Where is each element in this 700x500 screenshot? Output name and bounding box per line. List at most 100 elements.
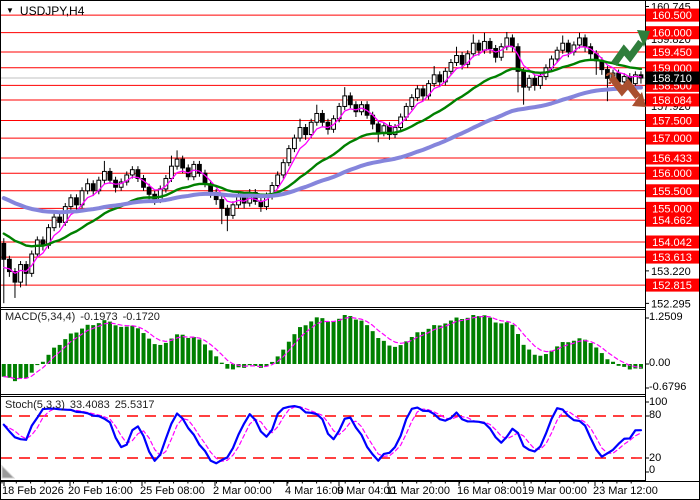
price-tick-label: 153.220 — [651, 266, 691, 278]
macd-bar — [24, 364, 29, 379]
macd-bar — [219, 362, 224, 364]
x-axis-label: 11 Mar 20:00 — [386, 485, 450, 497]
candle — [487, 40, 493, 49]
candle — [275, 174, 281, 187]
stoch-scale-80: 80 — [649, 409, 662, 421]
macd-bar — [29, 364, 34, 373]
price-badge — [646, 61, 699, 75]
candle — [353, 104, 359, 113]
candle — [409, 97, 415, 107]
macd-bar — [1, 364, 6, 377]
slow-ma-line — [1, 85, 643, 215]
macd-bar — [107, 321, 112, 364]
price-badge — [646, 8, 699, 22]
macd-bar — [63, 339, 68, 364]
macd-bar — [96, 323, 101, 364]
price-badge-label: 154.662 — [652, 215, 692, 227]
macd-bar — [348, 316, 353, 364]
candle — [414, 88, 420, 99]
price-tick-label: 152.295 — [651, 298, 691, 310]
candle — [135, 169, 141, 179]
candle — [197, 163, 202, 174]
candle — [577, 37, 582, 46]
macd-bar — [577, 338, 582, 364]
stoch-panel — [0, 396, 646, 481]
question-mark-annotation[interactable]: ? — [605, 69, 616, 88]
macd-bar — [381, 340, 386, 364]
candle — [57, 216, 63, 223]
x-axis-label: 25 Feb 08:00 — [140, 485, 205, 497]
macd-bar — [80, 328, 85, 364]
price-badge-label: 153.613 — [652, 252, 692, 264]
macd-bar — [12, 364, 17, 382]
macd-bar — [314, 317, 319, 364]
price-badge — [646, 45, 699, 59]
macd-bar — [163, 342, 168, 364]
candle — [124, 174, 130, 183]
stoch-d-line — [3, 406, 642, 462]
candle — [454, 55, 459, 64]
macd-bar — [337, 318, 342, 364]
macd-bar — [571, 340, 576, 364]
macd-bar — [605, 359, 610, 364]
macd-bar — [85, 324, 90, 364]
macd-bar — [448, 320, 453, 364]
candle — [230, 204, 236, 216]
candle — [537, 76, 543, 86]
macd-bar — [175, 334, 180, 364]
panel-corner-marker[interactable] — [1, 464, 16, 479]
macd-signal-line — [3, 315, 642, 380]
macd-value-main: -0.1973 — [80, 311, 118, 323]
candle — [560, 42, 566, 51]
scenario-arrows — [609, 30, 650, 107]
macd-bar — [74, 332, 79, 364]
macd-bar — [40, 361, 45, 364]
dropdown-arrow-icon: ▼ — [6, 6, 14, 15]
macd-bar — [622, 364, 627, 367]
macd-bar — [197, 339, 202, 364]
macd-bar — [493, 322, 498, 364]
stoch-scale-0: 0 — [649, 464, 656, 476]
macd-bar — [370, 331, 375, 364]
candle — [420, 88, 426, 97]
macd-bar — [342, 315, 347, 364]
candle — [482, 40, 487, 51]
x-axis-label: 16 Mar 08:00 — [457, 485, 522, 497]
macd-bar — [191, 337, 196, 364]
candle — [23, 264, 29, 274]
price-badge-label: 159.450 — [652, 47, 692, 59]
candle — [510, 37, 515, 48]
candle — [554, 49, 560, 60]
macd-bar — [583, 339, 588, 364]
chart-title: USDJPY,H4 — [19, 4, 85, 18]
price-badge-label: 155.000 — [652, 203, 692, 215]
candle — [101, 170, 107, 181]
price-badge-label: 156.000 — [652, 168, 692, 180]
symbol-selector[interactable]: ▼ USDJPY,H4 — [6, 4, 84, 18]
macd-bar — [566, 342, 571, 364]
bullish-arrow-icon[interactable] — [611, 30, 650, 67]
macd-bar — [35, 364, 40, 366]
macd-bar — [258, 364, 263, 368]
macd-bar — [91, 325, 96, 364]
macd-bar — [616, 364, 621, 366]
x-axis-label: 4 Mar 16:00 — [285, 485, 344, 497]
price-badge — [646, 26, 699, 40]
stoch-scale-100: 100 — [649, 396, 668, 408]
macd-bar — [476, 316, 481, 364]
x-axis-label: 20 Feb 16:00 — [68, 485, 133, 497]
macd-indicator-label: MACD(5,34,4) -0.1973 -0.1720 — [5, 311, 165, 323]
stoch-indicator-label: Stoch(5,3,3) 33.4083 25.5317 — [5, 399, 159, 411]
candle — [521, 70, 526, 88]
candle — [146, 186, 152, 195]
macd-bar — [543, 354, 548, 364]
macd-bar — [471, 315, 476, 364]
macd-bar — [627, 364, 632, 370]
macd-bar — [253, 364, 258, 366]
candle — [68, 197, 74, 208]
price-badge-label: 156.433 — [652, 153, 692, 165]
bearish-arrow-icon[interactable] — [609, 75, 646, 107]
candle — [342, 95, 348, 107]
